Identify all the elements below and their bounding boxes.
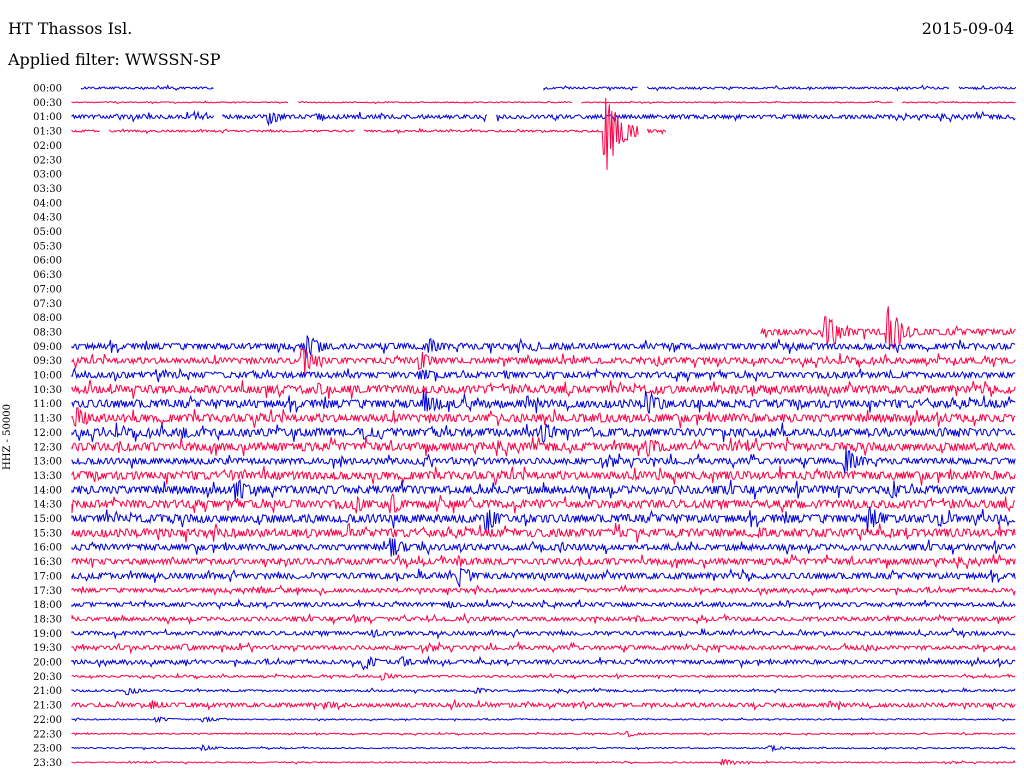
trace-1030 xyxy=(71,379,1016,399)
trace-1230 xyxy=(71,436,1016,458)
trace-0130 xyxy=(109,128,355,135)
trace-2300 xyxy=(71,744,1016,753)
trace-0900 xyxy=(71,335,1016,359)
trace-0000 xyxy=(80,84,214,91)
tick-label: 15:30 xyxy=(33,528,62,539)
trace-1630 xyxy=(71,554,1016,570)
trace-1600 xyxy=(71,537,1016,557)
tick-label: 22:30 xyxy=(33,729,62,740)
trace-2230 xyxy=(71,730,1016,738)
tick-label: 01:00 xyxy=(33,112,62,123)
tick-label: 05:30 xyxy=(33,241,62,252)
tick-label: 17:00 xyxy=(33,571,62,582)
tick-label: 02:30 xyxy=(33,155,62,166)
trace-1400 xyxy=(71,478,1016,502)
tick-label: 22:00 xyxy=(33,715,62,726)
tick-label: 21:30 xyxy=(33,701,62,712)
tick-label: 06:00 xyxy=(33,256,62,267)
trace-1330 xyxy=(71,465,1016,486)
trace-1130 xyxy=(71,407,1016,429)
tick-label: 04:00 xyxy=(33,198,62,209)
trace-1200 xyxy=(71,422,1016,444)
trace-2200 xyxy=(71,716,1016,724)
trace-2130 xyxy=(71,698,1016,711)
tick-label: 03:30 xyxy=(33,184,62,195)
tick-label: 10:00 xyxy=(33,371,62,382)
trace-0130 xyxy=(364,97,639,170)
tick-label: 14:30 xyxy=(33,500,62,511)
trace-0000 xyxy=(958,85,1017,91)
trace-0030 xyxy=(902,100,1016,105)
tick-label: 23:00 xyxy=(33,744,62,755)
tick-label: 16:30 xyxy=(33,557,62,568)
trace-2030 xyxy=(71,672,1016,681)
station-title: HT Thassos Isl. xyxy=(8,19,133,38)
trace-0100 xyxy=(496,110,1016,123)
trace-0130 xyxy=(71,129,100,133)
trace-0030 xyxy=(581,100,893,105)
tick-label: 19:30 xyxy=(33,643,62,654)
tick-label: 16:00 xyxy=(33,543,62,554)
trace-1300 xyxy=(71,448,1016,474)
tick-label: 20:30 xyxy=(33,672,62,683)
trace-1100 xyxy=(71,389,1016,414)
tick-label: 12:00 xyxy=(33,428,62,439)
trace-1800 xyxy=(71,598,1016,610)
tick-label: 05:00 xyxy=(33,227,62,238)
trace-0030 xyxy=(298,100,573,105)
tick-label: 06:30 xyxy=(33,270,62,281)
tick-label: 00:30 xyxy=(33,98,62,109)
trace-0100 xyxy=(222,111,488,127)
date-label: 2015-09-04 xyxy=(921,19,1014,38)
trace-0000 xyxy=(647,84,950,92)
tick-label: 08:30 xyxy=(33,327,62,338)
filter-label: Applied filter: WWSSN-SP xyxy=(8,50,221,69)
tick-label: 04:30 xyxy=(33,213,62,224)
trace-0830 xyxy=(760,306,1016,350)
tick-label: 01:30 xyxy=(33,127,62,138)
trace-0930 xyxy=(71,345,1016,375)
trace-2330 xyxy=(71,758,1016,767)
trace-1730 xyxy=(71,583,1016,597)
tick-label: 14:00 xyxy=(33,485,62,496)
tick-label: 21:00 xyxy=(33,686,62,697)
tick-label: 10:30 xyxy=(33,385,62,396)
trace-1830 xyxy=(71,612,1016,626)
trace-1000 xyxy=(71,367,1016,383)
tick-label: 11:30 xyxy=(33,414,62,425)
tick-label: 20:00 xyxy=(33,658,62,669)
tick-label: 09:00 xyxy=(33,342,62,353)
tick-label: 07:30 xyxy=(33,299,62,310)
trace-1530 xyxy=(71,522,1016,543)
tick-label: 18:30 xyxy=(33,614,62,625)
tick-label: 02:00 xyxy=(33,141,62,152)
trace-0130 xyxy=(647,128,667,135)
trace-1700 xyxy=(71,567,1016,588)
tick-label: 17:30 xyxy=(33,586,62,597)
tick-label: 13:00 xyxy=(33,457,62,468)
trace-0100 xyxy=(71,110,215,123)
trace-1500 xyxy=(71,506,1016,533)
tick-label: 08:00 xyxy=(33,313,62,324)
tick-label: 15:00 xyxy=(33,514,62,525)
tick-label: 13:30 xyxy=(33,471,62,482)
tick-label: 23:30 xyxy=(33,758,62,769)
trace-2000 xyxy=(71,655,1016,671)
tick-label: 09:30 xyxy=(33,356,62,367)
tick-label: 03:00 xyxy=(33,170,62,181)
tick-label: 12:30 xyxy=(33,442,62,453)
trace-1900 xyxy=(71,626,1016,640)
trace-1430 xyxy=(71,493,1016,514)
tick-label: 00:00 xyxy=(33,84,62,95)
tick-label: 07:00 xyxy=(33,284,62,295)
tick-label: 19:00 xyxy=(33,629,62,640)
tick-label: 11:00 xyxy=(33,399,62,410)
tick-label: 18:00 xyxy=(33,600,62,611)
trace-2100 xyxy=(71,686,1016,696)
trace-0000 xyxy=(543,85,638,92)
trace-1930 xyxy=(71,640,1016,655)
trace-0030 xyxy=(71,100,288,105)
